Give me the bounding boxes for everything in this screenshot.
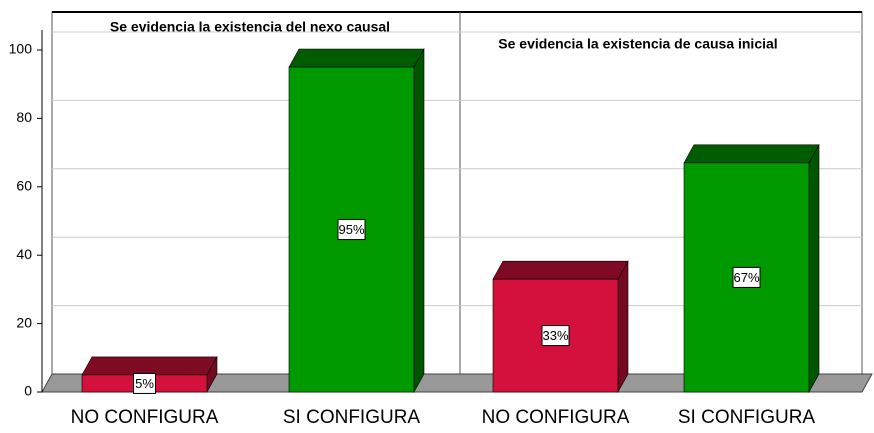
x-tick-label: NO CONFIGURA <box>71 407 219 428</box>
value-label-box <box>337 219 366 241</box>
y-tick-label: 20 <box>16 314 32 330</box>
panel-title: Se evidencia la existencia del nexo caus… <box>110 19 390 35</box>
x-tick-label: SI CONFIGURA <box>283 407 421 428</box>
bar-side <box>413 47 425 394</box>
bar-top <box>288 48 425 68</box>
value-label: 95% <box>338 222 364 237</box>
value-label: 33% <box>542 328 568 343</box>
bar-top <box>492 260 629 280</box>
bar-top <box>81 356 218 376</box>
value-label: 5% <box>135 376 154 391</box>
bar-side <box>808 143 820 394</box>
y-tick-label: 0 <box>24 383 32 399</box>
value-label-box <box>541 325 570 347</box>
value-label-box <box>732 266 761 288</box>
y-tick-label: 80 <box>16 109 32 125</box>
x-tick-label: SI CONFIGURA <box>678 407 816 428</box>
panel-title: Se evidencia la existencia de causa inic… <box>498 36 777 52</box>
y-tick-label: 100 <box>9 41 33 57</box>
y-tick-label: 40 <box>16 246 32 262</box>
value-label: 67% <box>733 270 759 285</box>
bar-top <box>683 144 820 164</box>
y-tick-label: 60 <box>16 178 32 194</box>
value-label-box <box>133 372 156 394</box>
x-tick-label: NO CONFIGURA <box>482 407 630 428</box>
bar-side <box>617 259 629 394</box>
